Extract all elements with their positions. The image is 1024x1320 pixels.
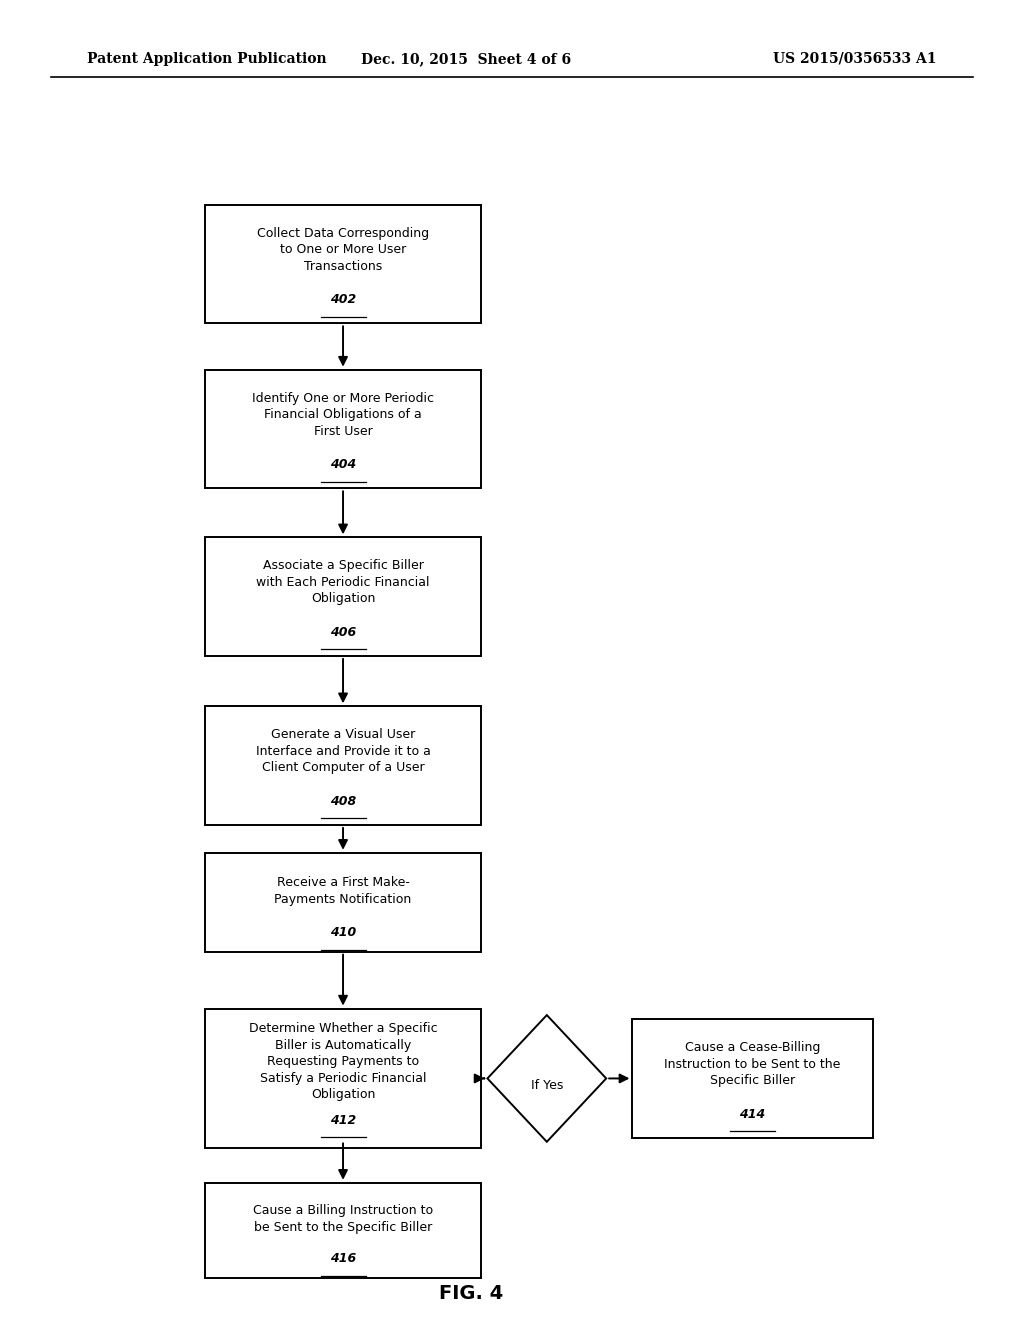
- FancyBboxPatch shape: [205, 537, 481, 656]
- Text: Determine Whether a Specific
Biller is Automatically
Requesting Payments to
Sati: Determine Whether a Specific Biller is A…: [249, 1022, 437, 1101]
- Text: 416: 416: [330, 1253, 356, 1266]
- Text: 412: 412: [330, 1114, 356, 1126]
- Text: 410: 410: [330, 927, 356, 939]
- Text: Cause a Billing Instruction to
be Sent to the Specific Biller: Cause a Billing Instruction to be Sent t…: [253, 1204, 433, 1234]
- Text: US 2015/0356533 A1: US 2015/0356533 A1: [773, 51, 937, 66]
- FancyBboxPatch shape: [205, 1183, 481, 1278]
- Polygon shape: [487, 1015, 606, 1142]
- FancyBboxPatch shape: [205, 853, 481, 953]
- Text: 406: 406: [330, 626, 356, 639]
- Text: Identify One or More Periodic
Financial Obligations of a
First User: Identify One or More Periodic Financial …: [252, 392, 434, 438]
- FancyBboxPatch shape: [205, 205, 481, 323]
- FancyBboxPatch shape: [205, 370, 481, 488]
- Text: 404: 404: [330, 458, 356, 471]
- Text: Receive a First Make-
Payments Notification: Receive a First Make- Payments Notificat…: [274, 876, 412, 906]
- Text: Patent Application Publication: Patent Application Publication: [87, 51, 327, 66]
- FancyBboxPatch shape: [632, 1019, 872, 1138]
- Text: Associate a Specific Biller
with Each Periodic Financial
Obligation: Associate a Specific Biller with Each Pe…: [256, 560, 430, 606]
- Text: Cause a Cease-Billing
Instruction to be Sent to the
Specific Biller: Cause a Cease-Billing Instruction to be …: [665, 1041, 841, 1088]
- FancyBboxPatch shape: [205, 1010, 481, 1147]
- Text: FIG. 4: FIG. 4: [439, 1284, 503, 1303]
- Text: 414: 414: [739, 1107, 766, 1121]
- Text: 408: 408: [330, 795, 356, 808]
- Text: Dec. 10, 2015  Sheet 4 of 6: Dec. 10, 2015 Sheet 4 of 6: [360, 51, 571, 66]
- Text: If Yes: If Yes: [530, 1078, 563, 1092]
- Text: Collect Data Corresponding
to One or More User
Transactions: Collect Data Corresponding to One or Mor…: [257, 227, 429, 273]
- Text: Generate a Visual User
Interface and Provide it to a
Client Computer of a User: Generate a Visual User Interface and Pro…: [256, 729, 430, 775]
- Text: 402: 402: [330, 293, 356, 306]
- FancyBboxPatch shape: [205, 706, 481, 825]
